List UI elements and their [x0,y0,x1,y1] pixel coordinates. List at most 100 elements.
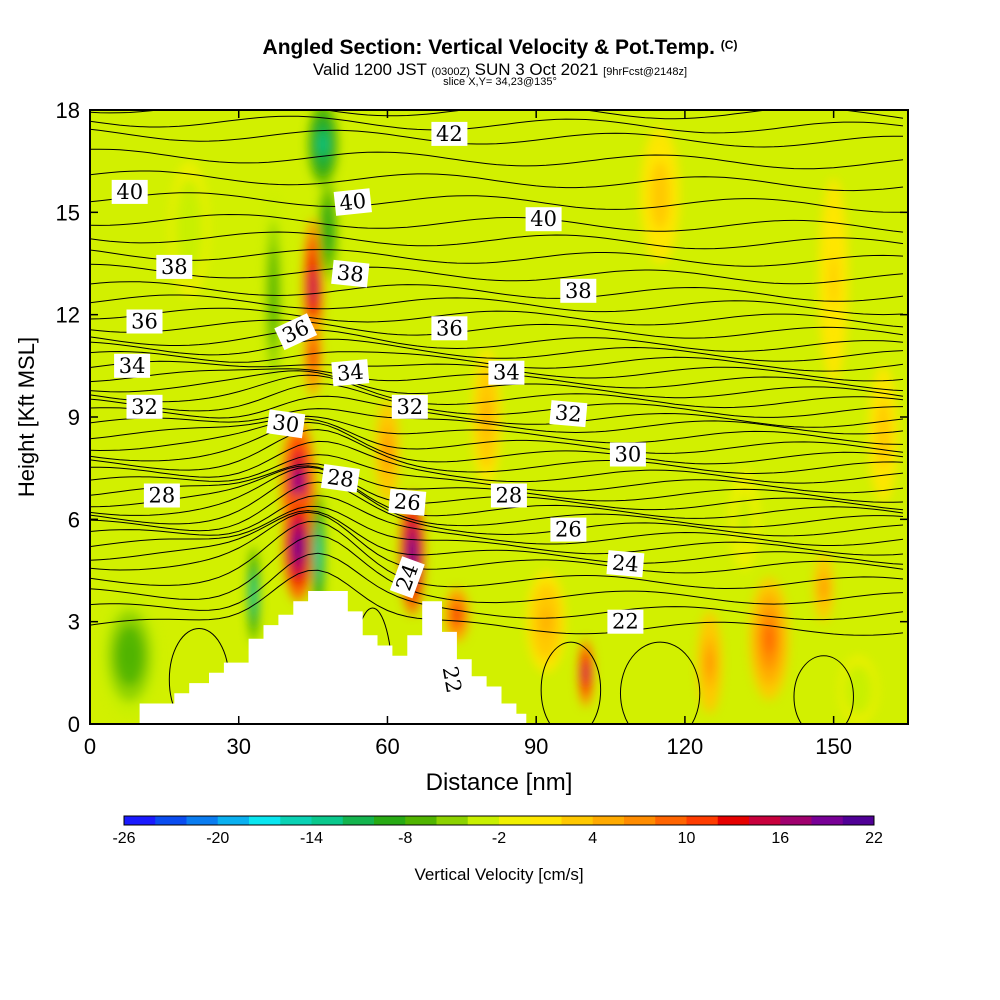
velocity-anomaly-10-3 [583,664,588,682]
contour-label-text: 32 [131,395,158,419]
colorbar-tick-label: -14 [300,830,323,847]
contour-label: 38 [560,278,597,303]
contour-label: 28 [143,483,180,508]
contour-label: 32 [391,394,428,419]
isentrope-line [90,370,904,399]
contour-label-box [436,659,467,700]
contour-label-text: 38 [161,255,188,279]
contour-label: 34 [488,360,525,385]
isentrope-line [90,466,904,519]
x-tick-label: 0 [84,734,96,759]
velocity-anomaly-13-3 [384,438,391,464]
isentrope-line [90,88,903,108]
x-tick-label: 120 [667,734,704,759]
contour-label-text: 36 [131,310,158,334]
contour-label: 34 [114,353,151,378]
colorbar-cell [655,816,687,825]
isentrope-line [90,281,904,302]
contour-label-box [549,400,588,428]
y-tick-label: 6 [68,507,80,532]
isentrope-line [90,481,904,537]
colorbar-tick-label: 22 [865,830,883,847]
colorbar-cell [561,816,594,825]
contour-label-text: 28 [149,484,176,508]
contour-label: 22 [436,659,467,700]
colorbar-cell [217,816,250,825]
chart-title: Angled Section: Vertical Velocity & Pot.… [262,36,738,59]
isentrope-line [90,421,904,465]
contour-label-box [333,188,372,216]
isentrope-line [90,520,904,590]
contour-label-text: 30 [271,410,301,437]
contour-label-text: 34 [336,360,365,386]
contour-label-text: 28 [496,484,523,508]
contour-label: 24 [606,550,645,578]
isentrope-contours [90,88,904,724]
isentrope-loop [793,655,854,724]
isentrope-line [90,213,904,233]
isentrope-line [90,505,904,556]
colorbar-tick-label: -2 [492,830,506,847]
contour-label: 34 [331,359,370,387]
colorbar-cell [811,816,844,825]
velocity-anomaly-3-3 [310,345,316,366]
isentrope-line [90,263,904,285]
isentrope-line [90,552,904,621]
velocity-anomaly-24-3 [879,417,887,452]
velocity-anomaly-20-3 [184,212,195,247]
x-axis-label: Distance [nm] [426,769,573,796]
velocity-anomaly-2-3 [310,270,316,305]
isentrope-line [90,192,903,213]
contour-label-text: 26 [555,518,582,542]
colorbar-cell [155,816,187,825]
contour-label-box [331,359,370,387]
colorbar-cell [592,816,625,825]
isentrope-line [90,534,904,605]
y-axis-label: Height [Kft MSL] [14,337,39,497]
contour-label-text: 30 [615,443,642,467]
contour-label-box [320,464,360,493]
contour-label-box [331,259,370,288]
velocity-anomaly-11-3 [122,640,138,672]
isentrope-line [90,294,904,316]
isentrope-line [90,569,904,636]
colorbar-cell [311,816,344,825]
y-tick-label: 15 [56,200,80,225]
contour-label-box [525,207,562,232]
contour-label-box [126,309,163,334]
contour-label-text: 34 [493,361,520,385]
isentrope-line [90,231,904,250]
contour-label-box [388,488,427,516]
contour-label-box [560,278,597,303]
colorbar-cell [186,816,219,825]
colorbar-cell [436,816,469,825]
contour-label: 24 [389,556,425,599]
contour-label: 26 [388,488,427,516]
colorbar-cell [749,816,781,825]
isentrope-loop [619,641,701,724]
x-tick-label: 90 [524,734,548,759]
contour-label: 40 [111,179,148,204]
colorbar-cell [467,816,500,825]
contour-label-box [111,179,148,204]
isentrope-line [90,395,904,428]
x-tick-label: 150 [815,734,852,759]
velocity-anomaly-19-3 [541,608,552,635]
contour-label-box [266,409,306,439]
contour-label: 38 [156,254,193,279]
contour-label-box [607,609,644,634]
colorbar-tick-label: -8 [398,830,412,847]
isentrope-line [90,511,904,574]
contour-label-box [609,442,646,467]
contour-label: 42 [431,121,468,146]
velocity-anomaly-23-3 [740,506,749,533]
y-tick-label: 18 [56,98,80,123]
title-mark: (C) [720,38,738,52]
isentrope-line [90,440,904,484]
contour-label-text: 24 [611,551,640,577]
contour-label-text: 22 [612,610,639,634]
